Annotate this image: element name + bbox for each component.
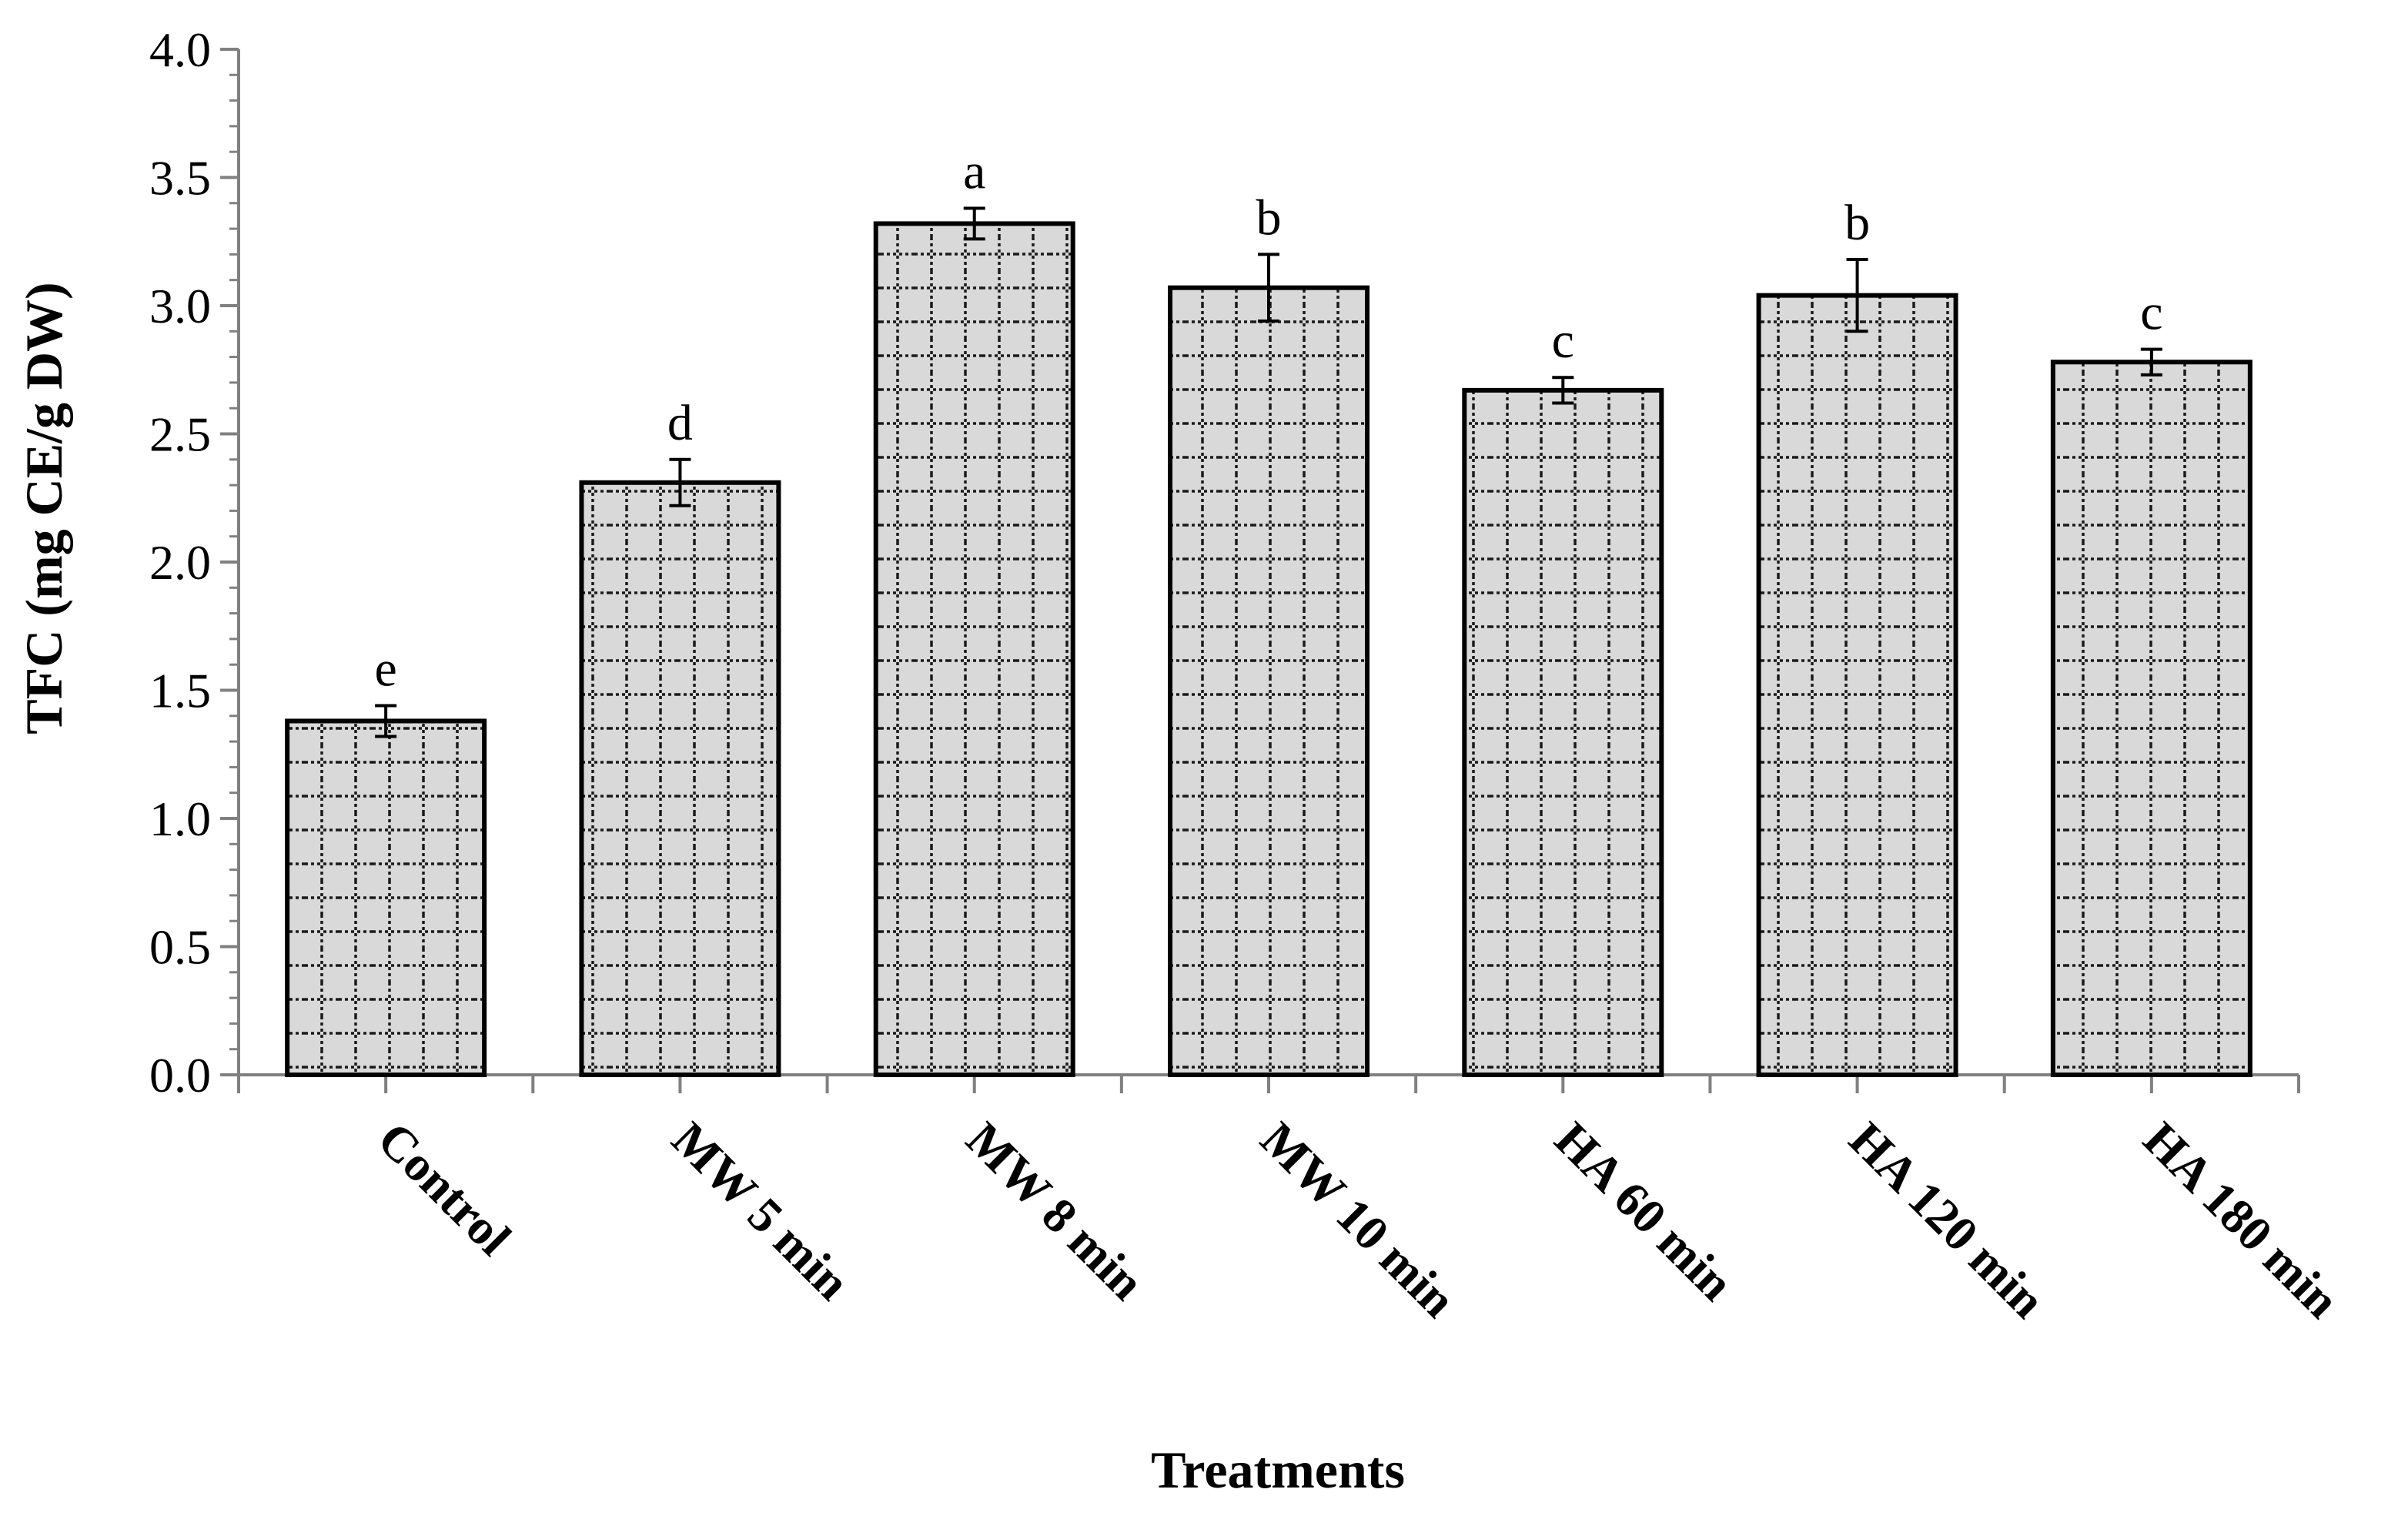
category-label: HA 60 min (1544, 1112, 1744, 1311)
error-bar (1846, 258, 1868, 333)
y-tick-label: 3.0 (149, 279, 211, 333)
error-bar (1258, 253, 1279, 323)
bar (2050, 360, 2252, 1077)
error-bar (669, 457, 691, 507)
y-tick-label: 1.5 (149, 664, 211, 718)
x-axis-title: Treatments (1151, 1441, 1405, 1499)
category-labels: Control MW 5 min MW 8 min MW 10 min HA 60 mi… (367, 1112, 2349, 1329)
y-tick-label: 2.0 (149, 535, 211, 590)
bars (285, 221, 2252, 1078)
significance-letter: c (2140, 285, 2162, 341)
bar (873, 221, 1075, 1078)
y-tick-label: 1.0 (149, 791, 211, 846)
y-axis-title: TFC (mg CE/g DW) (15, 282, 73, 734)
significance-letter: d (667, 395, 693, 451)
category-label: MW 5 min (662, 1112, 861, 1310)
y-tick-label: 0.5 (149, 920, 211, 975)
significance-letter: c (1552, 313, 1574, 369)
significance-letter: e (374, 641, 396, 697)
significance-letters: e d a b c b c (374, 143, 2162, 697)
y-tick-label: 0.0 (149, 1048, 211, 1103)
error-bar (2140, 347, 2162, 376)
category-label: HA 120 min (1839, 1112, 2056, 1329)
bar (1168, 285, 1370, 1077)
category-label: Control (367, 1112, 521, 1266)
error-bar (375, 704, 397, 738)
bar (285, 718, 487, 1078)
significance-letter: b (1844, 195, 1870, 251)
bar (579, 480, 781, 1077)
y-tick-label: 2.5 (149, 407, 211, 462)
significance-letter: a (963, 143, 985, 199)
error-bars (375, 206, 2162, 738)
y-tick-label: 3.5 (149, 151, 211, 206)
significance-letter: b (1256, 189, 1282, 246)
category-label: MW 10 min (1250, 1112, 1467, 1328)
y-axis: 0.0 0.5 1.0 1.5 2.0 2.5 3.0 3.5 4.0 (149, 22, 240, 1103)
error-bar (963, 206, 985, 241)
category-label: HA 180 min (2133, 1112, 2350, 1329)
y-tick-label: 4.0 (149, 22, 211, 77)
x-axis (237, 1073, 2300, 1093)
bar (1756, 293, 1958, 1077)
category-label: MW 8 min (956, 1112, 1155, 1310)
bar (1462, 387, 1664, 1077)
error-bar (1552, 376, 1574, 405)
